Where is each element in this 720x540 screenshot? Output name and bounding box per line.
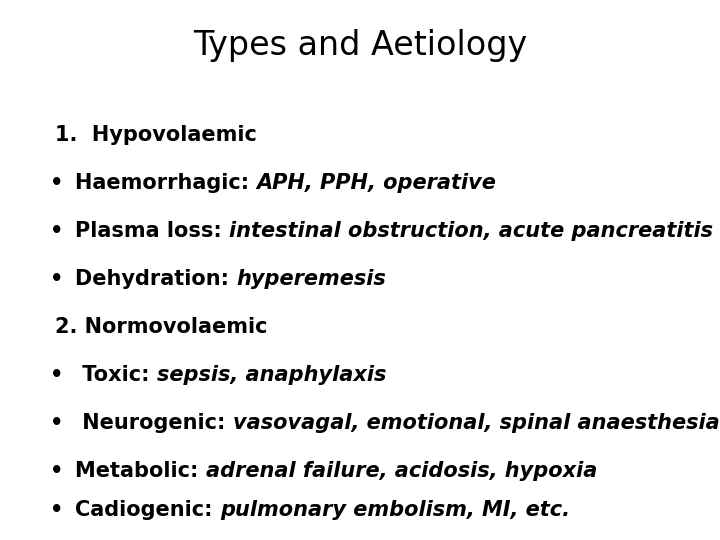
- Text: Haemorrhagic:: Haemorrhagic:: [75, 173, 256, 193]
- Text: 1.  Hypovolaemic: 1. Hypovolaemic: [55, 125, 257, 145]
- Text: Neurogenic:: Neurogenic:: [75, 413, 233, 433]
- Text: •: •: [50, 500, 63, 520]
- Text: •: •: [50, 221, 63, 241]
- Text: •: •: [50, 413, 63, 433]
- Text: Cadiogenic:: Cadiogenic:: [75, 500, 220, 520]
- Text: 2. Normovolaemic: 2. Normovolaemic: [55, 317, 268, 337]
- Text: •: •: [50, 365, 63, 385]
- Text: •: •: [50, 461, 63, 481]
- Text: adrenal failure, acidosis, hypoxia: adrenal failure, acidosis, hypoxia: [206, 461, 597, 481]
- Text: APH, PPH, operative: APH, PPH, operative: [256, 173, 496, 193]
- Text: intestinal obstruction, acute pancreatitis: intestinal obstruction, acute pancreatit…: [229, 221, 713, 241]
- Text: Toxic:: Toxic:: [75, 365, 157, 385]
- Text: sepsis, anaphylaxis: sepsis, anaphylaxis: [157, 365, 386, 385]
- Text: Dehydration:: Dehydration:: [75, 269, 236, 289]
- Text: Plasma loss:: Plasma loss:: [75, 221, 229, 241]
- Text: Metabolic:: Metabolic:: [75, 461, 206, 481]
- Text: Types and Aetiology: Types and Aetiology: [193, 29, 527, 62]
- Text: •: •: [50, 173, 63, 193]
- Text: hyperemesis: hyperemesis: [236, 269, 386, 289]
- Text: pulmonary embolism, MI, etc.: pulmonary embolism, MI, etc.: [220, 500, 570, 520]
- Text: •: •: [50, 269, 63, 289]
- Text: vasovagal, emotional, spinal anaesthesia: vasovagal, emotional, spinal anaesthesia: [233, 413, 719, 433]
